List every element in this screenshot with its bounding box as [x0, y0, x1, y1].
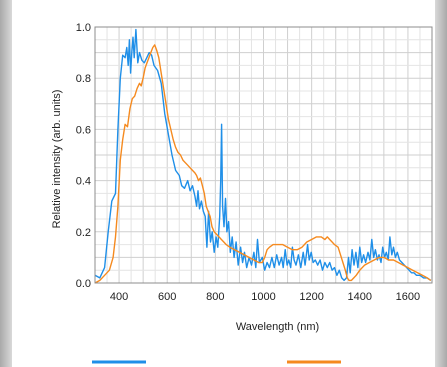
plot-border — [94, 26, 433, 284]
y-tick-label: 1.0 — [76, 22, 91, 34]
series-line-1 — [94, 28, 432, 282]
x-tick-label: 800 — [206, 291, 224, 303]
grid-lines — [94, 26, 433, 284]
chart-card — [12, 0, 435, 367]
x-tick-label: 1600 — [396, 291, 420, 303]
x-axis-title: Wavelength (nm) — [236, 321, 319, 333]
series-line-2 — [94, 44, 432, 284]
y-tick-label: 0.8 — [76, 73, 91, 85]
y-tick-label: 0.4 — [76, 176, 91, 188]
y-axis-title: Relative intensity (arb. units) — [51, 90, 63, 229]
x-tick-labels: 400 600 800 1000 1200 1400 1600 — [110, 291, 420, 303]
x-tick-label: 1200 — [299, 291, 323, 303]
y-tick-label: 0.6 — [76, 124, 91, 136]
x-tick-label: 1000 — [251, 291, 275, 303]
x-tick-label: 600 — [158, 291, 176, 303]
x-tick-label: 1400 — [348, 291, 372, 303]
y-tick-label: 0.0 — [76, 278, 91, 290]
y-tick-labels: 0.0 0.2 0.4 0.6 0.8 1.0 — [76, 22, 91, 290]
x-tick-label: 400 — [110, 291, 128, 303]
y-tick-label: 0.2 — [76, 227, 91, 239]
series-layer — [94, 28, 432, 284]
